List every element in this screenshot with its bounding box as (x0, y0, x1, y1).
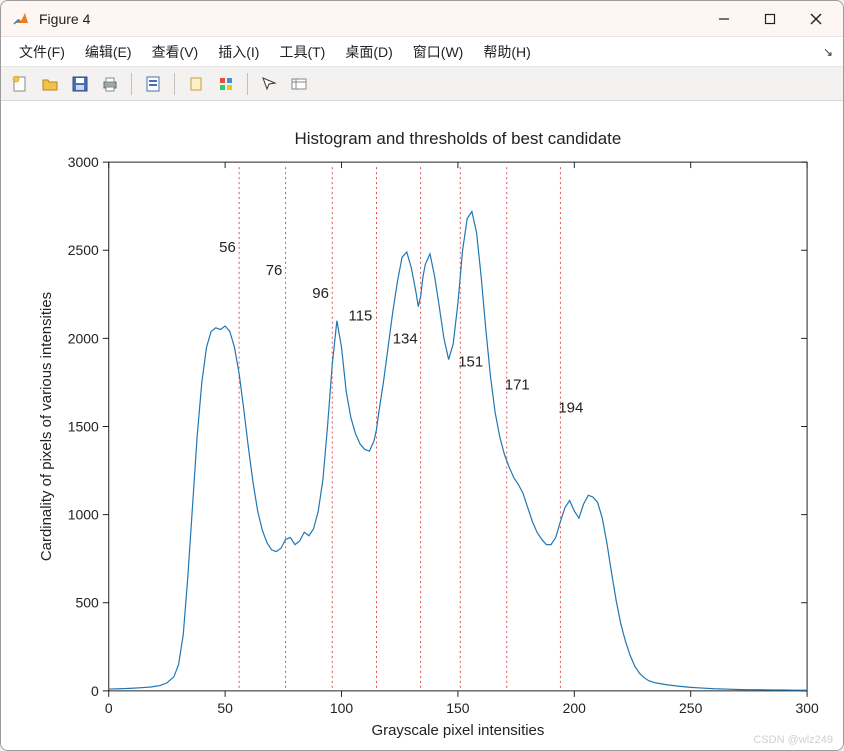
threshold-label: 194 (558, 399, 583, 416)
menu-help[interactable]: 帮助(H) (473, 38, 540, 66)
menu-edit[interactable]: 编辑(E) (75, 38, 142, 66)
histogram-line (109, 212, 807, 691)
maximize-button[interactable] (747, 4, 793, 34)
menu-file[interactable]: 文件(F) (9, 38, 75, 66)
watermark: CSDN @wlz249 (753, 734, 833, 746)
menu-insert[interactable]: 插入(I) (208, 38, 269, 66)
link-button[interactable] (286, 71, 312, 97)
menu-desktop[interactable]: 桌面(D) (335, 38, 402, 66)
toolbar (1, 67, 843, 101)
toolbar-separator (131, 73, 132, 95)
x-tick-label: 100 (330, 700, 354, 716)
chart-svg: Histogram and thresholds of best candida… (1, 101, 843, 750)
y-tick-label: 0 (91, 683, 99, 699)
threshold-label: 171 (505, 376, 530, 393)
threshold-label: 96 (312, 285, 329, 302)
menubar-overflow-icon[interactable]: ↘ (823, 45, 833, 59)
insert-colorbar-button[interactable] (213, 71, 239, 97)
window-title: Figure 4 (39, 11, 701, 27)
threshold-label: 134 (393, 331, 418, 348)
matlab-icon (11, 9, 31, 29)
x-tick-label: 250 (679, 700, 703, 716)
x-tick-label: 0 (105, 700, 113, 716)
menu-view[interactable]: 查看(V) (142, 38, 209, 66)
edit-plot-button[interactable] (256, 71, 282, 97)
y-axis-label: Cardinality of pixels of various intensi… (38, 292, 55, 561)
threshold-label: 115 (349, 308, 373, 325)
x-axis-label: Grayscale pixel intensities (371, 722, 544, 739)
window-controls (701, 4, 839, 34)
y-tick-label: 2000 (68, 330, 99, 346)
chart-title: Histogram and thresholds of best candida… (295, 129, 622, 148)
menu-window[interactable]: 窗口(W) (403, 38, 474, 66)
print-preview-button[interactable] (140, 71, 166, 97)
y-tick-label: 2500 (68, 242, 99, 258)
y-tick-label: 500 (75, 595, 99, 611)
titlebar[interactable]: Figure 4 (1, 1, 843, 37)
threshold-label: 76 (266, 262, 283, 279)
threshold-label: 151 (458, 354, 483, 371)
y-tick-label: 3000 (68, 154, 99, 170)
data-cursor-button[interactable] (183, 71, 209, 97)
x-tick-label: 300 (795, 700, 819, 716)
menu-tools[interactable]: 工具(T) (269, 38, 335, 66)
minimize-button[interactable] (701, 4, 747, 34)
print-button[interactable] (97, 71, 123, 97)
new-figure-button[interactable] (7, 71, 33, 97)
figure-window: Figure 4 文件(F) 编辑(E) 查看(V) 插入(I) 工具(T) 桌… (0, 0, 844, 751)
x-tick-label: 200 (563, 700, 587, 716)
menubar: 文件(F) 编辑(E) 查看(V) 插入(I) 工具(T) 桌面(D) 窗口(W… (1, 37, 843, 67)
x-tick-label: 50 (217, 700, 233, 716)
threshold-label: 56 (219, 239, 236, 256)
plot-area[interactable]: Histogram and thresholds of best candida… (1, 101, 843, 750)
y-tick-label: 1500 (68, 418, 99, 434)
y-tick-label: 1000 (68, 507, 99, 523)
open-button[interactable] (37, 71, 63, 97)
save-button[interactable] (67, 71, 93, 97)
x-tick-label: 150 (446, 700, 470, 716)
toolbar-separator (247, 73, 248, 95)
close-button[interactable] (793, 4, 839, 34)
toolbar-separator (174, 73, 175, 95)
